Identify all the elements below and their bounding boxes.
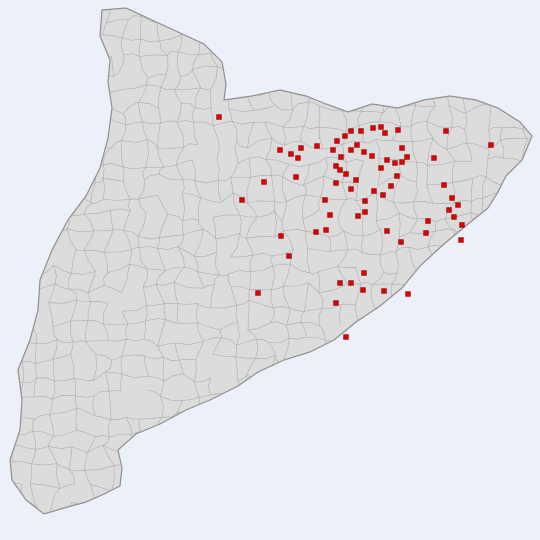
- location-marker: [355, 213, 361, 219]
- location-marker: [458, 237, 464, 243]
- location-marker: [358, 128, 364, 134]
- location-marker: [277, 147, 283, 153]
- location-marker: [459, 222, 465, 228]
- location-marker: [399, 159, 405, 165]
- location-marker: [348, 128, 354, 134]
- location-marker: [334, 138, 340, 144]
- location-marker: [323, 227, 329, 233]
- location-marker: [388, 183, 394, 189]
- location-marker: [380, 192, 386, 198]
- location-marker: [348, 280, 354, 286]
- location-marker: [278, 233, 284, 239]
- location-marker: [288, 151, 294, 157]
- location-marker: [369, 153, 375, 159]
- location-marker: [488, 142, 494, 148]
- location-marker: [343, 334, 349, 340]
- location-marker: [293, 174, 299, 180]
- location-marker: [378, 124, 384, 130]
- location-marker: [348, 186, 354, 192]
- location-marker: [405, 291, 411, 297]
- location-marker: [443, 128, 449, 134]
- location-marker: [337, 167, 343, 173]
- location-marker: [330, 147, 336, 153]
- location-marker: [399, 145, 405, 151]
- location-marker: [298, 145, 304, 151]
- location-marker: [378, 165, 384, 171]
- location-marker: [362, 198, 368, 204]
- location-marker: [343, 171, 349, 177]
- location-marker: [382, 130, 388, 136]
- location-marker: [404, 154, 410, 160]
- location-marker: [333, 163, 339, 169]
- location-marker: [361, 270, 367, 276]
- location-marker: [322, 197, 328, 203]
- location-marker: [333, 300, 339, 306]
- location-marker: [455, 202, 461, 208]
- location-marker: [255, 290, 261, 296]
- location-marker: [313, 229, 319, 235]
- location-marker: [353, 177, 359, 183]
- location-marker: [342, 133, 348, 139]
- location-marker: [423, 230, 429, 236]
- location-marker: [239, 197, 245, 203]
- location-marker: [362, 209, 368, 215]
- location-marker: [395, 127, 401, 133]
- location-marker: [295, 155, 301, 161]
- location-marker: [354, 142, 360, 148]
- location-marker: [261, 179, 267, 185]
- location-marker: [451, 214, 457, 220]
- location-marker: [314, 143, 320, 149]
- location-marker: [327, 212, 333, 218]
- location-marker: [394, 173, 400, 179]
- location-marker: [441, 182, 447, 188]
- location-marker: [371, 188, 377, 194]
- location-marker: [360, 287, 366, 293]
- location-marker: [431, 155, 437, 161]
- location-marker: [338, 154, 344, 160]
- location-marker: [286, 253, 292, 259]
- location-marker: [425, 218, 431, 224]
- location-marker: [370, 125, 376, 131]
- location-marker: [337, 280, 343, 286]
- location-marker: [384, 157, 390, 163]
- location-markers: [216, 114, 494, 340]
- location-marker: [446, 207, 452, 213]
- location-marker: [381, 288, 387, 294]
- location-marker: [392, 160, 398, 166]
- location-marker: [361, 149, 367, 155]
- location-marker: [398, 239, 404, 245]
- location-marker: [216, 114, 222, 120]
- location-marker: [384, 228, 390, 234]
- location-marker: [348, 147, 354, 153]
- location-marker: [333, 180, 339, 186]
- location-marker: [449, 195, 455, 201]
